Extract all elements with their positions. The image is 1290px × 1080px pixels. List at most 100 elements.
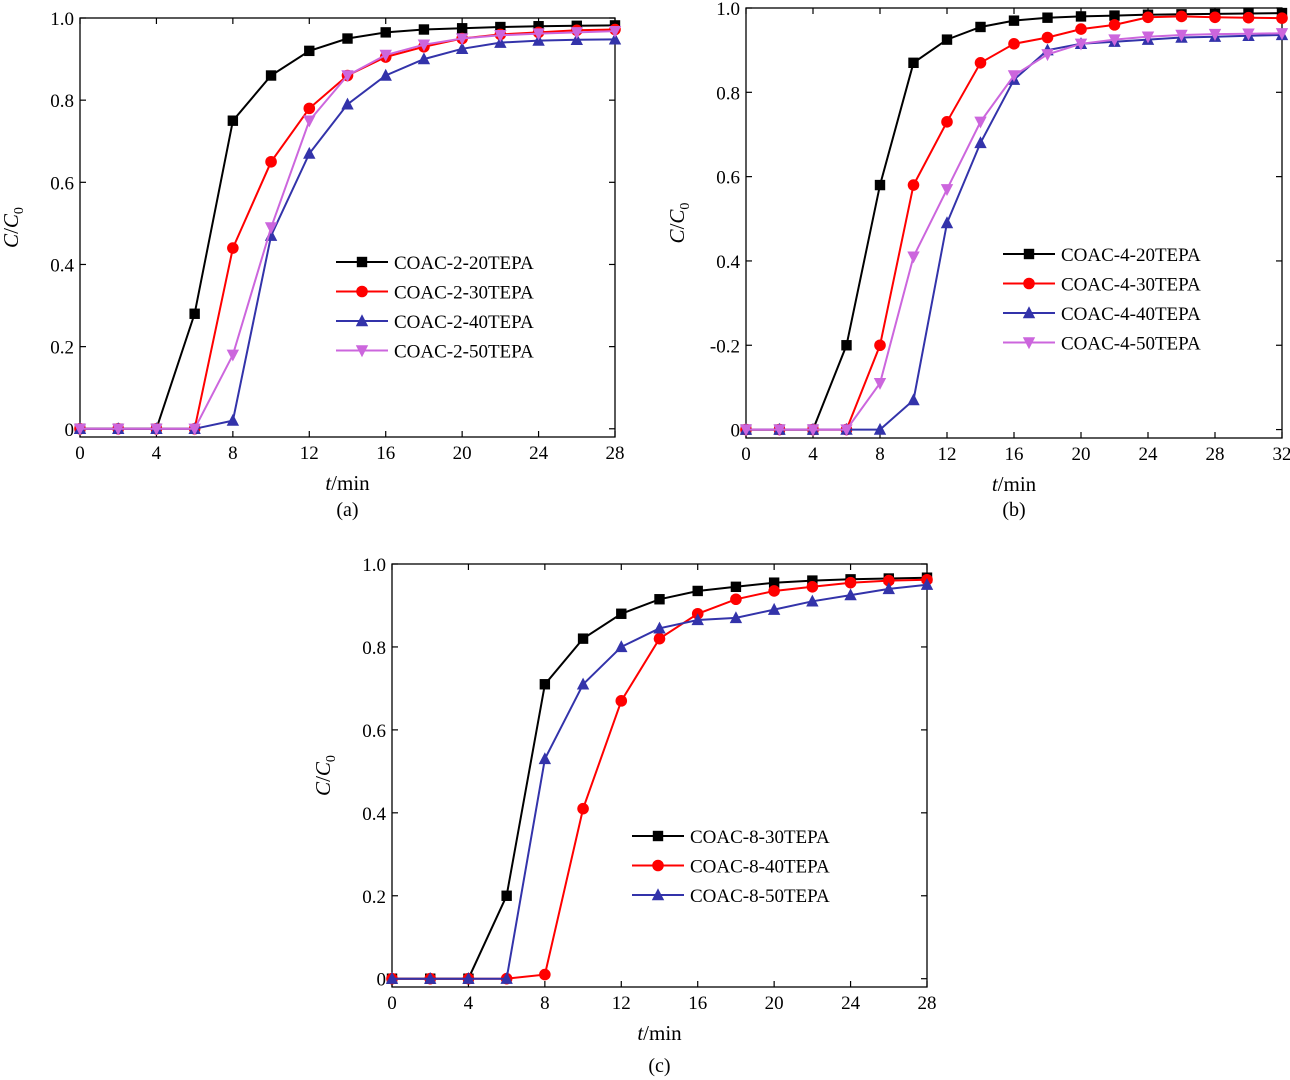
- data-point: [730, 593, 742, 606]
- y-tick-label: 1.0: [50, 9, 74, 30]
- data-point: [874, 179, 886, 191]
- data-point: [424, 972, 437, 984]
- x-axis-label-symbol: t: [992, 472, 999, 496]
- x-tick-label: 12: [300, 443, 319, 464]
- data-point: [1108, 34, 1121, 47]
- series-2: [74, 23, 621, 435]
- y-axis-label-numerator: C: [311, 781, 335, 796]
- y-axis-label-subscript: 0: [678, 203, 693, 210]
- panel-caption: (c): [648, 1055, 670, 1077]
- data-point: [1276, 12, 1288, 24]
- data-point: [941, 116, 953, 128]
- data-point: [226, 349, 240, 362]
- data-point: [608, 32, 622, 45]
- x-tick-label: 24: [529, 443, 549, 464]
- data-point: [908, 57, 919, 69]
- data-point: [1109, 10, 1120, 21]
- data-point: [1007, 70, 1021, 83]
- data-point: [303, 146, 316, 159]
- data-point: [907, 393, 920, 406]
- chart-panel-1: 0 4 8 12 16 20 24 2800.20.40.60.81.0t/minC/C0CO…: [0, 9, 625, 521]
- data-point: [189, 308, 200, 319]
- panel-caption: (a): [336, 499, 358, 521]
- data-point: [385, 972, 399, 984]
- data-point: [1242, 11, 1255, 24]
- data-point: [974, 116, 987, 129]
- data-point: [303, 115, 316, 128]
- data-point: [380, 27, 391, 38]
- data-point: [841, 340, 852, 351]
- y-axis-label: C/C0: [665, 203, 693, 244]
- legend: COAC-4-20TEPA COAC-4-30TEPA COAC-4-40TEPA C…: [1003, 245, 1201, 355]
- data-point: [533, 21, 544, 32]
- data-point: [608, 25, 622, 38]
- data-point: [1075, 11, 1087, 22]
- data-point: [462, 972, 475, 984]
- data-point: [907, 179, 920, 191]
- data-point: [653, 632, 666, 645]
- x-tick-label: 8: [228, 443, 238, 464]
- data-point: [538, 752, 552, 765]
- series-4: [739, 28, 1289, 437]
- x-tick-label: 20: [1072, 444, 1091, 465]
- y-axis-label: C/C0: [0, 207, 27, 248]
- y-axis-label-denominator: C: [665, 209, 689, 224]
- data-point: [532, 28, 545, 41]
- data-point: [1242, 28, 1255, 41]
- legend: COAC-2-20TEPA COAC-2-30TEPA COAC-2-40TEPA C…: [336, 253, 534, 363]
- series-line: [80, 24, 616, 430]
- data-point: [882, 574, 895, 587]
- data-point: [873, 422, 887, 435]
- data-point: [1041, 49, 1054, 62]
- x-axis-label: t/min: [325, 471, 370, 495]
- y-axis-label: C/C0: [311, 755, 339, 796]
- x-tick-label: 20: [765, 993, 784, 1014]
- data-point: [616, 608, 627, 619]
- data-point: [379, 49, 392, 62]
- data-point: [653, 621, 666, 634]
- data-point: [265, 155, 277, 168]
- data-point: [874, 339, 886, 352]
- y-tick-label: 0.8: [716, 83, 740, 104]
- legend-label: COAC-2-30TEPA: [394, 283, 534, 304]
- data-point: [188, 423, 201, 436]
- data-point: [844, 588, 857, 601]
- y-tick-label: 1.0: [716, 0, 740, 20]
- series-4: [73, 25, 622, 436]
- x-tick-label: 8: [875, 444, 885, 465]
- data-point: [729, 611, 743, 624]
- data-point: [539, 968, 551, 981]
- legend-label: COAC-2-50TEPA: [394, 342, 534, 363]
- legend-label: COAC-2-20TEPA: [394, 253, 534, 274]
- legend-marker: [1023, 248, 1035, 260]
- data-point: [341, 70, 354, 83]
- data-point: [1175, 10, 1188, 23]
- data-point: [304, 45, 315, 57]
- data-point: [494, 30, 507, 42]
- data-point: [577, 633, 589, 644]
- data-point: [227, 242, 239, 254]
- data-point: [456, 23, 468, 34]
- data-point: [730, 581, 742, 593]
- legend-marker: [356, 256, 368, 268]
- x-tick-label: 12: [938, 444, 957, 465]
- data-point: [940, 216, 954, 229]
- series-line: [746, 34, 1283, 431]
- data-point: [840, 424, 853, 437]
- y-axis-label-subscript: 0: [12, 207, 27, 214]
- y-axis-label-denominator: C: [0, 213, 23, 228]
- panel-caption: (b): [1002, 499, 1025, 521]
- data-point: [739, 424, 753, 437]
- x-tick-label: 4: [152, 443, 162, 464]
- data-point: [920, 578, 934, 590]
- data-point: [975, 21, 986, 33]
- legend-marker: [1023, 277, 1035, 290]
- y-tick-label: 0.4: [50, 255, 74, 276]
- y-tick-label: 1.0: [362, 555, 386, 576]
- data-point: [576, 677, 590, 690]
- x-axis-label-unit: /min: [331, 471, 370, 495]
- data-point: [1008, 38, 1020, 50]
- x-axis-label-unit: /min: [998, 472, 1037, 496]
- data-point: [455, 33, 469, 46]
- data-point: [226, 413, 240, 426]
